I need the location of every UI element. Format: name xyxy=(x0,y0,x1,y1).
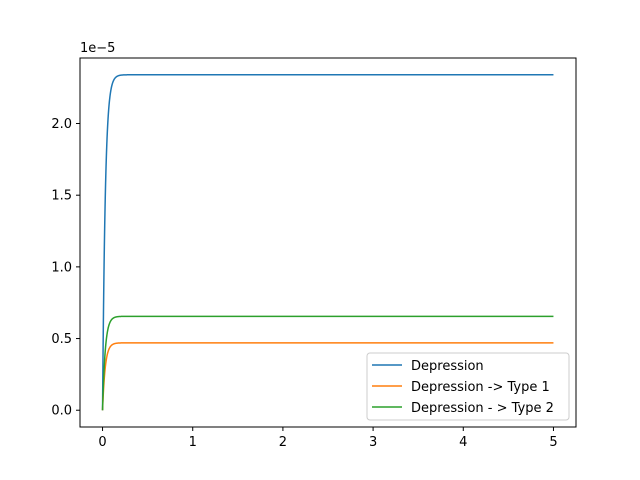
legend-label-3: Depression - > Type 2 xyxy=(411,401,554,416)
x-tick-label: 4 xyxy=(459,435,467,450)
y-tick-label: 0.5 xyxy=(51,332,72,347)
y-axis: 0.0 0.5 1.0 1.5 2.0 xyxy=(51,117,80,419)
x-tick-label: 1 xyxy=(189,435,197,450)
legend: Depression Depression -> Type 1 Depression… xyxy=(366,352,570,421)
legend-label-1: Depression xyxy=(411,359,484,374)
series-line-1 xyxy=(101,74,554,411)
x-tick-label: 5 xyxy=(549,435,557,450)
x-axis: 0 1 2 3 4 5 xyxy=(98,427,558,450)
axes-frame xyxy=(79,57,577,428)
series-line-3 xyxy=(101,315,554,411)
y-offset-label: 1e−5 xyxy=(80,41,115,56)
x-tick-label: 0 xyxy=(98,435,106,450)
y-tick-label: 0.0 xyxy=(51,404,72,419)
y-tick-label: 2.0 xyxy=(51,117,72,132)
x-tick-label: 2 xyxy=(279,435,287,450)
x-tick-label: 3 xyxy=(369,435,377,450)
y-tick-label: 1.0 xyxy=(51,260,72,275)
legend-label-2: Depression -> Type 1 xyxy=(411,380,550,395)
series-lines xyxy=(101,74,554,411)
legend-box xyxy=(366,352,570,421)
series-line-2 xyxy=(101,342,554,411)
y-tick-label: 1.5 xyxy=(51,189,72,204)
